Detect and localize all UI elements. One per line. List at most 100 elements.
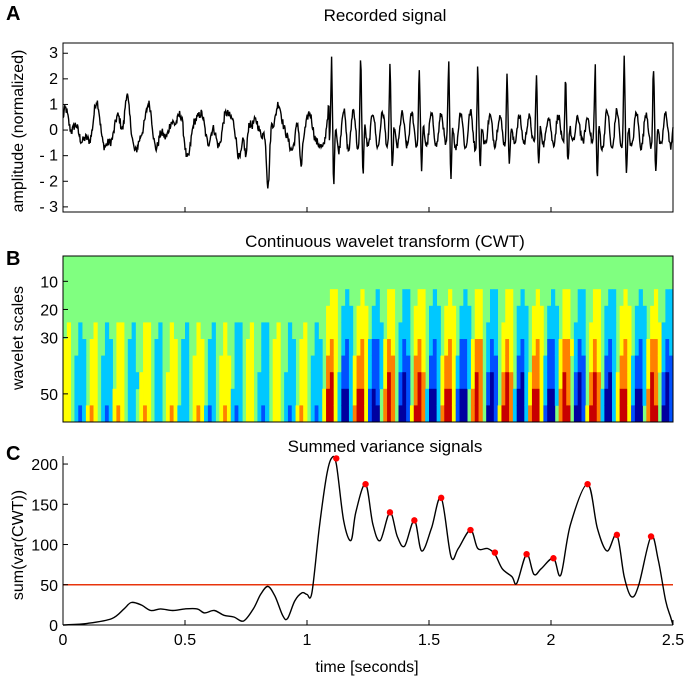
heatmap-cell bbox=[272, 388, 277, 406]
heatmap-cell bbox=[333, 305, 338, 323]
heatmap-cell bbox=[318, 388, 323, 406]
heatmap-cell bbox=[89, 405, 94, 423]
heatmap-cell bbox=[181, 339, 186, 356]
heatmap-cell bbox=[558, 355, 563, 373]
heatmap-cell bbox=[314, 405, 319, 423]
heatmap-cell bbox=[470, 355, 476, 373]
heatmap-cell bbox=[276, 355, 281, 373]
heatmap-cell bbox=[604, 405, 609, 423]
panel-b-ylabel: wavelet scales bbox=[10, 286, 27, 391]
heatmap-cell bbox=[509, 405, 514, 423]
heatmap-cell bbox=[276, 339, 281, 356]
heatmap-cell bbox=[265, 388, 270, 406]
heatmap-cell bbox=[276, 322, 281, 340]
heatmap-cell bbox=[223, 388, 228, 406]
heatmap-cell bbox=[604, 305, 609, 323]
heatmap-cell bbox=[66, 405, 72, 423]
heatmap-cell bbox=[165, 388, 171, 406]
heatmap-cell bbox=[596, 372, 601, 390]
heatmap-cell bbox=[101, 355, 106, 373]
heatmap-cell bbox=[417, 388, 422, 406]
heatmap-cell bbox=[219, 388, 224, 406]
heatmap-cell bbox=[577, 405, 582, 423]
heatmap-cell bbox=[387, 339, 392, 356]
heatmap-cell bbox=[398, 322, 403, 340]
heatmap-cell bbox=[82, 388, 87, 406]
heatmap-cell bbox=[169, 339, 174, 356]
heatmap-cell bbox=[524, 388, 529, 406]
heatmap-cell bbox=[185, 388, 190, 406]
heatmap-cell bbox=[486, 355, 491, 373]
heatmap-cell bbox=[89, 388, 94, 406]
heatmap-cell bbox=[310, 372, 316, 390]
heatmap-cell bbox=[226, 372, 232, 390]
heatmap-cell bbox=[63, 355, 68, 373]
heatmap-cell bbox=[512, 405, 518, 423]
heatmap-cell bbox=[154, 405, 159, 423]
heatmap-cell bbox=[612, 305, 617, 323]
heatmap-cell bbox=[566, 339, 571, 356]
heatmap-cell bbox=[566, 372, 571, 390]
heatmap-cell bbox=[78, 372, 83, 390]
heatmap-cell bbox=[185, 372, 190, 390]
heatmap-cell bbox=[566, 405, 571, 423]
heatmap-cell bbox=[360, 355, 365, 373]
heatmap-cell bbox=[200, 405, 205, 423]
panel-a-ytick-label: 2 bbox=[49, 71, 58, 88]
heatmap-cell bbox=[230, 388, 235, 406]
heatmap-cell bbox=[535, 322, 540, 340]
heatmap-cell bbox=[82, 372, 87, 390]
heatmap-cell bbox=[612, 405, 617, 423]
heatmap-cell bbox=[356, 405, 361, 423]
heatmap-cell bbox=[196, 388, 201, 406]
heatmap-cell bbox=[528, 405, 533, 423]
heatmap-cell bbox=[551, 355, 556, 373]
heatmap-cell bbox=[516, 355, 521, 373]
heatmap-cell bbox=[299, 339, 304, 356]
heatmap-cell bbox=[653, 322, 659, 340]
heatmap-cell bbox=[627, 405, 632, 423]
heatmap-cell bbox=[287, 372, 293, 390]
heatmap-cell bbox=[589, 372, 594, 390]
heatmap-cell bbox=[623, 339, 628, 356]
heatmap-cell bbox=[348, 339, 354, 356]
heatmap-cell bbox=[581, 355, 586, 373]
heatmap-cell bbox=[348, 388, 354, 406]
heatmap-cell bbox=[535, 289, 540, 307]
heatmap-cell bbox=[562, 322, 567, 340]
heatmap-cell bbox=[459, 405, 464, 423]
heatmap-cell bbox=[592, 322, 598, 340]
heatmap-cell bbox=[470, 372, 476, 390]
panel-c-xtick-label: 1.5 bbox=[418, 632, 440, 649]
heatmap-cell bbox=[356, 305, 361, 323]
panel-a-xticks bbox=[184, 207, 552, 212]
heatmap-cell bbox=[261, 405, 266, 423]
heatmap-cell bbox=[505, 322, 510, 340]
heatmap-cell bbox=[364, 305, 369, 323]
heatmap-cell bbox=[131, 322, 136, 340]
heatmap-cell bbox=[249, 339, 255, 356]
heatmap-cell bbox=[185, 355, 190, 373]
panel-b-axes bbox=[62, 255, 674, 423]
peak-marker bbox=[333, 455, 340, 462]
heatmap-cell bbox=[66, 322, 72, 340]
heatmap-cell bbox=[413, 405, 418, 423]
heatmap-cell bbox=[573, 372, 579, 390]
heatmap-cell bbox=[455, 372, 460, 390]
heatmap-cell bbox=[337, 405, 342, 423]
heatmap-cell bbox=[265, 355, 270, 373]
heatmap-cell bbox=[638, 372, 643, 390]
heatmap-cell bbox=[406, 405, 411, 423]
heatmap-cell bbox=[524, 339, 529, 356]
heatmap-cell bbox=[448, 372, 453, 390]
heatmap-cell bbox=[345, 339, 350, 356]
heatmap-cell bbox=[299, 355, 304, 373]
heatmap-cell bbox=[627, 322, 632, 340]
peak-marker bbox=[491, 549, 499, 556]
heatmap-cell bbox=[516, 305, 521, 323]
heatmap-cell bbox=[520, 372, 525, 390]
heatmap-cell bbox=[276, 405, 281, 423]
heatmap-cell bbox=[143, 405, 148, 423]
heatmap-cell bbox=[653, 289, 659, 307]
heatmap-cell bbox=[348, 305, 354, 323]
